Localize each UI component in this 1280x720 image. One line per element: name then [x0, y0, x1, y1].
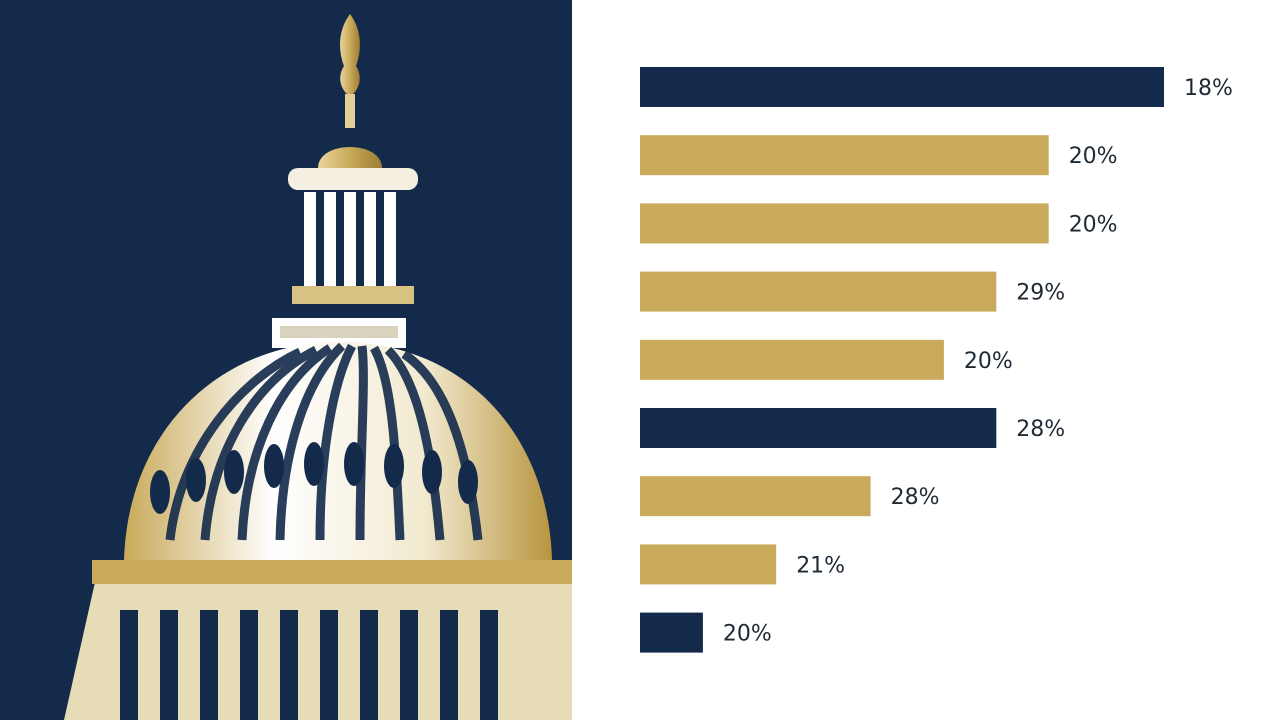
bar-label-7: 28%: [891, 485, 940, 510]
bar-label-2: 20%: [1069, 144, 1118, 169]
bar-9: [640, 612, 703, 653]
bar-3: [640, 203, 1049, 244]
bar-5: [640, 339, 944, 380]
bar-label-5: 20%: [964, 349, 1013, 374]
bar-chart-svg: 18% 20% 20% 29% 20% 28% 28% 21% 20%: [640, 67, 1233, 653]
bar-label-9: 20%: [723, 622, 772, 647]
bar-label-8: 21%: [796, 553, 845, 578]
bar-2: [640, 135, 1049, 176]
bar-label-4: 29%: [1016, 281, 1065, 306]
bar-4: [640, 271, 997, 312]
bar-6: [640, 408, 997, 448]
bar-label-6: 28%: [1016, 417, 1065, 442]
bar-8: [640, 544, 777, 585]
bar-7: [640, 476, 871, 517]
bar-label-1: 18%: [1184, 76, 1233, 101]
bar-chart: 18% 20% 20% 29% 20% 28% 28% 21% 20%: [572, 0, 1280, 720]
illustration-panel: [0, 0, 572, 720]
capitol-dome-illustration: [64, 14, 572, 720]
bar-label-3: 20%: [1069, 212, 1118, 237]
bar-1: [640, 67, 1164, 107]
